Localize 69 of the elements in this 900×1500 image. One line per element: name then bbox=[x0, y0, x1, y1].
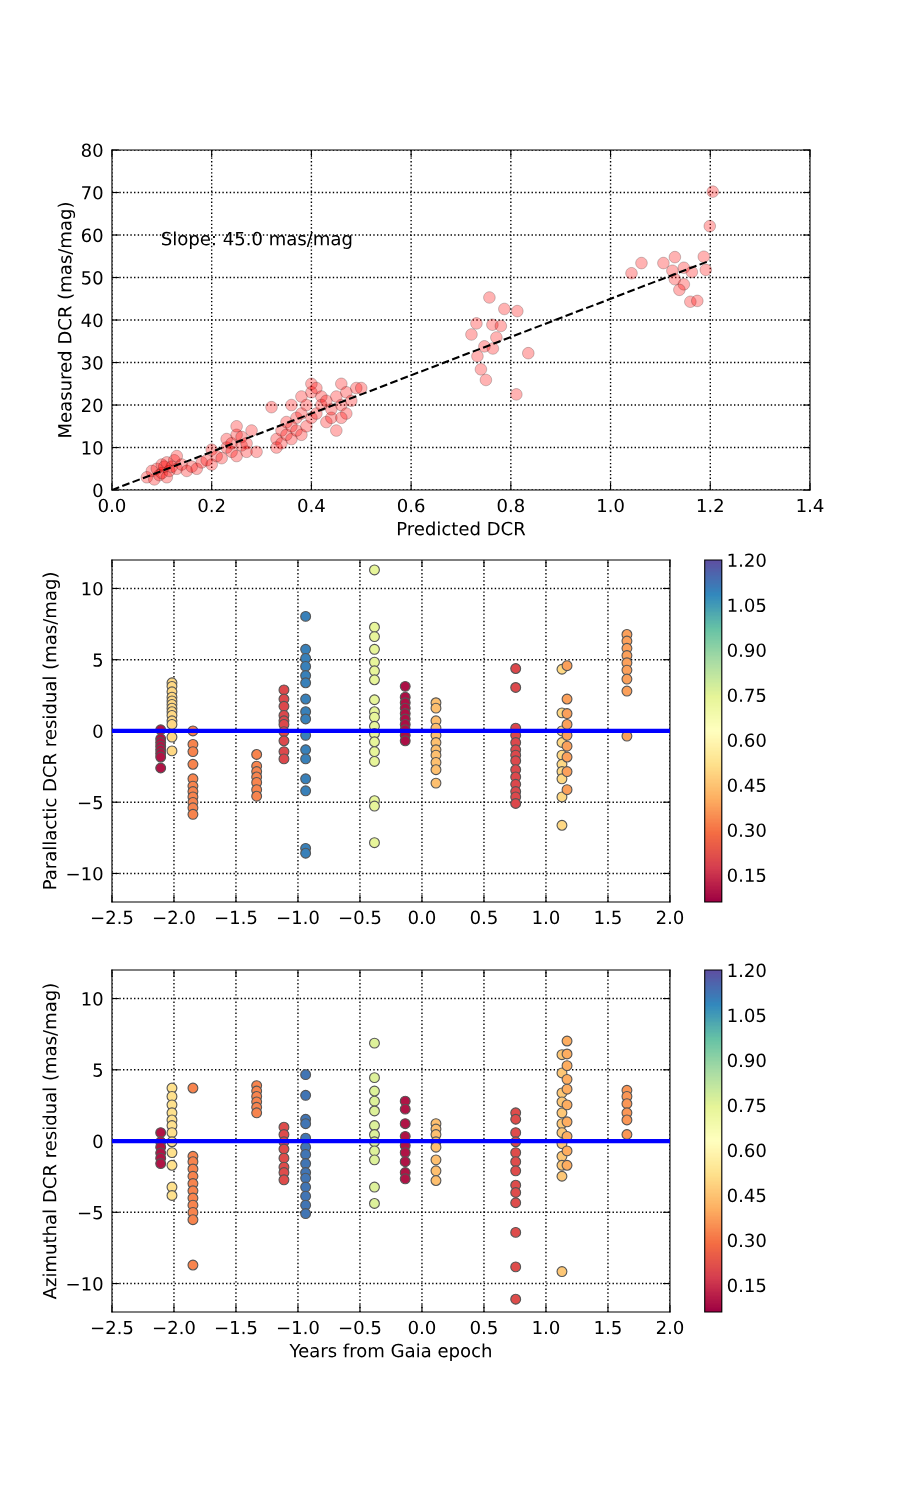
color-bar-label: 1.05 bbox=[728, 598, 766, 613]
y-tick-label: 50 bbox=[82, 270, 103, 285]
y-tick-label: −5 bbox=[78, 1206, 103, 1220]
y-tick-label: −10 bbox=[67, 1277, 103, 1291]
x-tick-label: 0.0 bbox=[408, 1320, 436, 1335]
x-tick-label: −0.5 bbox=[339, 910, 381, 925]
x-tick-label: 0.6 bbox=[397, 498, 425, 513]
y-tick-label: 40 bbox=[81, 313, 103, 328]
x-tick-label: 2.0 bbox=[656, 910, 684, 925]
x-tick-label: 1.5 bbox=[595, 1320, 621, 1335]
x-tick-label: −1.5 bbox=[215, 1320, 257, 1335]
color-bar-label: 0.15 bbox=[727, 1278, 766, 1293]
y-tick-label: 10 bbox=[82, 581, 103, 596]
x-tick-label: 0.5 bbox=[470, 1320, 497, 1335]
x-tick-label: −2.0 bbox=[153, 910, 195, 925]
x-tick-label: −1.5 bbox=[215, 910, 257, 925]
x-tick-label: 1.5 bbox=[595, 910, 621, 925]
y-tick-label: −5 bbox=[78, 795, 103, 810]
x-tick-label: 1.0 bbox=[533, 1320, 560, 1335]
color-bar-label: 0.75 bbox=[727, 1098, 766, 1113]
y-axis-title: Parallactic DCR residual (mas/mag) bbox=[42, 573, 60, 889]
x-tick-label: 0.0 bbox=[408, 910, 436, 925]
y-tick-label: 10 bbox=[82, 441, 103, 455]
x-tick-label: 1.0 bbox=[533, 910, 560, 925]
x-tick-label: 2.0 bbox=[656, 1320, 684, 1335]
x-tick-label: 0.5 bbox=[470, 910, 497, 925]
y-tick-label: −10 bbox=[67, 866, 103, 881]
x-tick-label: 0.2 bbox=[198, 498, 225, 513]
color-bar-label: 0.15 bbox=[727, 868, 766, 883]
y-tick-label: 80 bbox=[81, 143, 103, 158]
color-bar-label: 0.30 bbox=[727, 823, 766, 838]
x-tick-label: 1.4 bbox=[797, 498, 824, 513]
x-tick-label: 1.2 bbox=[697, 498, 723, 513]
x-tick-label: 0.8 bbox=[497, 498, 524, 513]
x-tick-label: 0.4 bbox=[298, 498, 325, 513]
y-tick-label: 60 bbox=[81, 228, 103, 243]
x-axis-title: Predicted DCR bbox=[397, 521, 526, 536]
y-tick-label: 5 bbox=[93, 1063, 103, 1077]
x-tick-label: −0.5 bbox=[339, 1320, 381, 1335]
y-tick-label: 30 bbox=[82, 355, 103, 370]
y-tick-label: 0 bbox=[93, 1134, 103, 1149]
x-tick-label: −1.0 bbox=[277, 910, 319, 925]
x-tick-label: −1.0 bbox=[277, 1320, 319, 1335]
color-bar-label: 0.75 bbox=[727, 688, 766, 703]
color-bar-label: 1.20 bbox=[728, 553, 766, 568]
color-bar-label: 0.90 bbox=[727, 643, 766, 658]
y-tick-label: 5 bbox=[93, 653, 103, 667]
color-bar-label: 1.05 bbox=[728, 1008, 766, 1023]
annotation: Slope: 45.0 mas/mag bbox=[162, 231, 352, 249]
x-tick-label: 1.0 bbox=[598, 498, 624, 513]
x-tick-label: −2.5 bbox=[91, 1320, 133, 1335]
color-bar-label: 0.45 bbox=[727, 1188, 766, 1203]
x-tick-label: −2.5 bbox=[91, 910, 133, 925]
color-bar-label: 0.60 bbox=[727, 733, 766, 748]
color-bar-label: 0.60 bbox=[727, 1143, 766, 1158]
color-bar-label: 1.20 bbox=[728, 963, 766, 978]
y-tick-label: 20 bbox=[81, 398, 103, 413]
x-axis-title: Years from Gaia epoch bbox=[289, 1343, 491, 1361]
y-tick-label: 10 bbox=[82, 992, 103, 1006]
y-axis-title: Azimuthal DCR residual (mas/mag) bbox=[42, 984, 60, 1300]
y-axis-title: Measured DCR (mas/mag) bbox=[57, 203, 76, 437]
color-bar-label: 0.30 bbox=[727, 1233, 766, 1248]
x-tick-label: −2.0 bbox=[153, 1320, 195, 1335]
y-tick-label: 0 bbox=[93, 483, 103, 498]
color-bar-label: 0.90 bbox=[727, 1053, 766, 1068]
y-tick-label: 0 bbox=[93, 724, 103, 739]
color-bar-label: 0.45 bbox=[727, 778, 766, 793]
x-tick-label: 0.0 bbox=[98, 498, 126, 513]
y-tick-label: 70 bbox=[82, 185, 103, 200]
